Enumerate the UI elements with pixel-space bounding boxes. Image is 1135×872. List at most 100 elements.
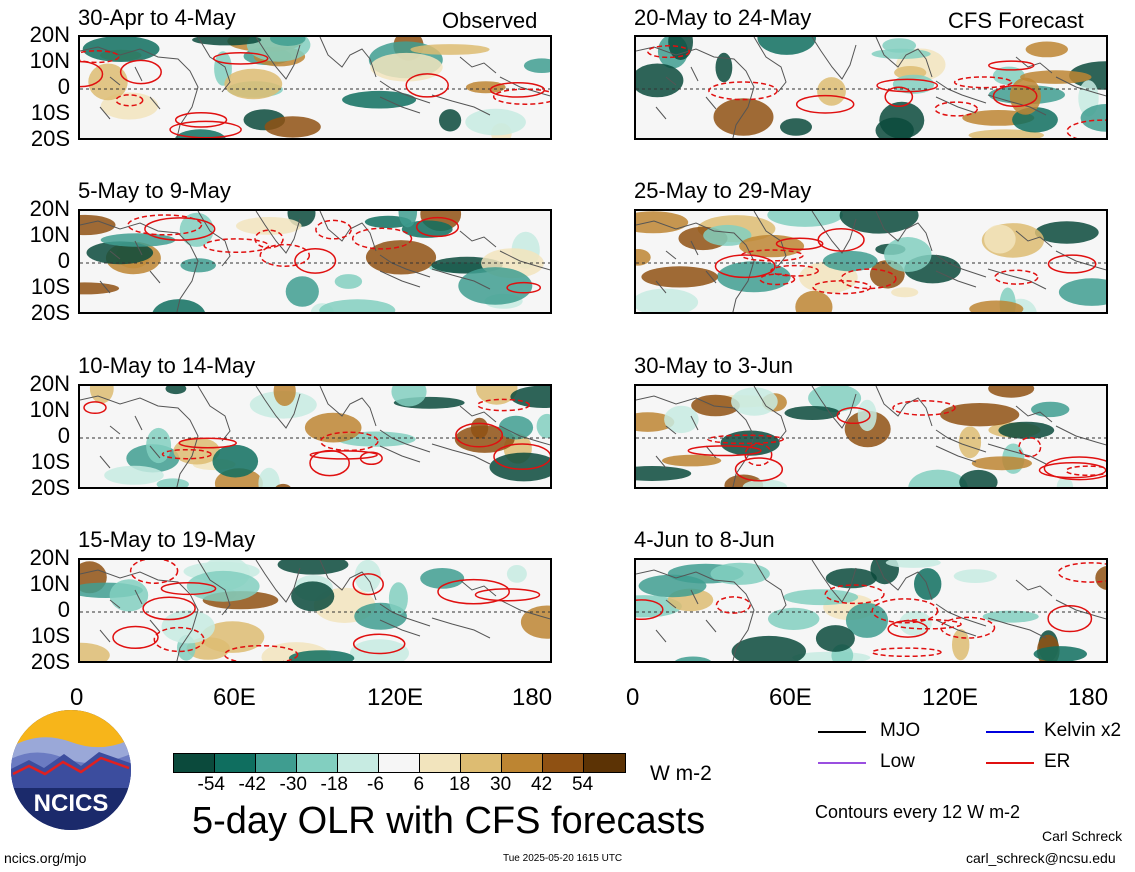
olr-anomaly-blob (815, 625, 855, 652)
coastline (379, 270, 421, 288)
colorbar-label: -30 (279, 774, 307, 795)
legend-er-line (986, 762, 1034, 764)
coastline (80, 569, 199, 661)
lat-label: 20N (29, 545, 70, 570)
olr-anomaly-blob (783, 589, 859, 606)
olr-anomaly-blob (186, 570, 260, 602)
er-contour (708, 81, 778, 101)
legend-mjo-line (818, 731, 866, 733)
coastline (1055, 599, 1106, 620)
panel-title: 20-May to 24-May (634, 5, 812, 30)
olr-anomaly-blob (291, 581, 335, 612)
olr-anomaly-blob (80, 642, 110, 661)
coastline (379, 619, 421, 637)
coastline (459, 579, 497, 597)
olr-anomaly-blob (192, 37, 262, 46)
er-contour (142, 596, 196, 621)
er-contour (836, 406, 871, 425)
coastline (319, 37, 377, 78)
olr-anomaly-blob (342, 90, 417, 109)
colorbar-label: 18 (449, 774, 471, 795)
olr-anomaly-blob (510, 386, 550, 408)
email: carl_schreck@ncsu.edu (966, 850, 1116, 866)
map-panel (634, 558, 1108, 663)
olr-anomaly-blob (388, 582, 408, 615)
map-panel (78, 558, 552, 663)
olr-anomaly-blob (839, 211, 919, 234)
colorbar (173, 753, 626, 773)
lat-label: 20N (29, 22, 70, 47)
ncics-logo: NCICS (9, 708, 133, 832)
logo-text: NCICS (34, 790, 109, 817)
olr-anomaly-blob (731, 635, 806, 661)
olr-anomaly-blob (270, 37, 306, 46)
coastline (655, 66, 717, 120)
er-contour (744, 443, 773, 467)
er-contour (144, 217, 216, 241)
lat-label: 20S (30, 649, 70, 674)
legend-mjo: MJO (880, 720, 921, 741)
colorbar-label: 30 (490, 774, 512, 795)
lat-label: 20N (29, 371, 70, 396)
olr-anomaly-blob (536, 413, 550, 439)
olr-anomaly-blob (277, 560, 349, 575)
er-contour (129, 560, 179, 584)
olr-anomaly-blob (100, 92, 159, 120)
olr-anomaly-blob (940, 403, 1020, 427)
coastline (1015, 405, 1053, 423)
olr-map (80, 211, 550, 312)
olr-anomaly-blob (953, 569, 997, 583)
coastline (636, 46, 755, 138)
er-contour (254, 229, 284, 249)
olr-anomaly-blob (780, 118, 812, 136)
colorbar-swatch (256, 754, 297, 772)
er-contour (415, 216, 460, 238)
olr-anomaly-blob (410, 44, 490, 55)
coastline (987, 94, 1047, 116)
olr-anomaly-blob (984, 224, 1016, 254)
panel-title: 30-May to 3-Jun (634, 353, 793, 378)
coastline (1055, 250, 1106, 271)
olr-anomaly-blob (398, 211, 418, 228)
colorbar-swatch (379, 754, 420, 772)
er-contour (455, 422, 504, 448)
coastline (379, 96, 421, 114)
olr-anomaly-blob (354, 560, 381, 593)
olr-anomaly-blob (224, 68, 283, 100)
lon-label: 60E (769, 684, 812, 711)
olr-anomaly-blob (165, 386, 187, 395)
legend-low: Low (880, 751, 915, 772)
coastline (379, 445, 421, 463)
olr-anomaly-blob (146, 427, 172, 464)
olr-anomaly-blob (1031, 401, 1070, 418)
olr-anomaly-blob (825, 568, 877, 589)
lat-label: 0 (57, 74, 70, 99)
er-contour (817, 228, 865, 252)
legend-er: ER (1044, 751, 1071, 772)
olr-anomaly-blob (817, 77, 846, 106)
er-contour (160, 582, 217, 596)
lon-label: 0 (626, 684, 640, 711)
olr-anomaly-blob (82, 37, 160, 62)
coastline (197, 37, 231, 93)
coastline (636, 395, 755, 487)
lat-label: 0 (57, 423, 70, 448)
olr-anomaly-blob (969, 300, 1024, 312)
coastline (935, 96, 977, 114)
olr-anomaly-blob (664, 405, 699, 434)
er-contour (161, 448, 212, 460)
olr-anomaly-blob (1009, 77, 1041, 115)
er-contour (892, 400, 956, 416)
olr-anomaly-blob (365, 240, 437, 275)
er-contour (115, 94, 144, 107)
olr-anomaly-blob (1095, 566, 1106, 590)
colorbar-swatch (502, 754, 543, 772)
colorbar-swatch (461, 754, 502, 772)
olr-anomaly-blob (857, 399, 877, 432)
er-contour (169, 120, 242, 138)
olr-anomaly-blob (879, 101, 925, 138)
er-contour (294, 247, 337, 274)
er-contour (940, 616, 996, 639)
er-contour (174, 112, 228, 128)
lon-label: 0 (70, 684, 84, 711)
